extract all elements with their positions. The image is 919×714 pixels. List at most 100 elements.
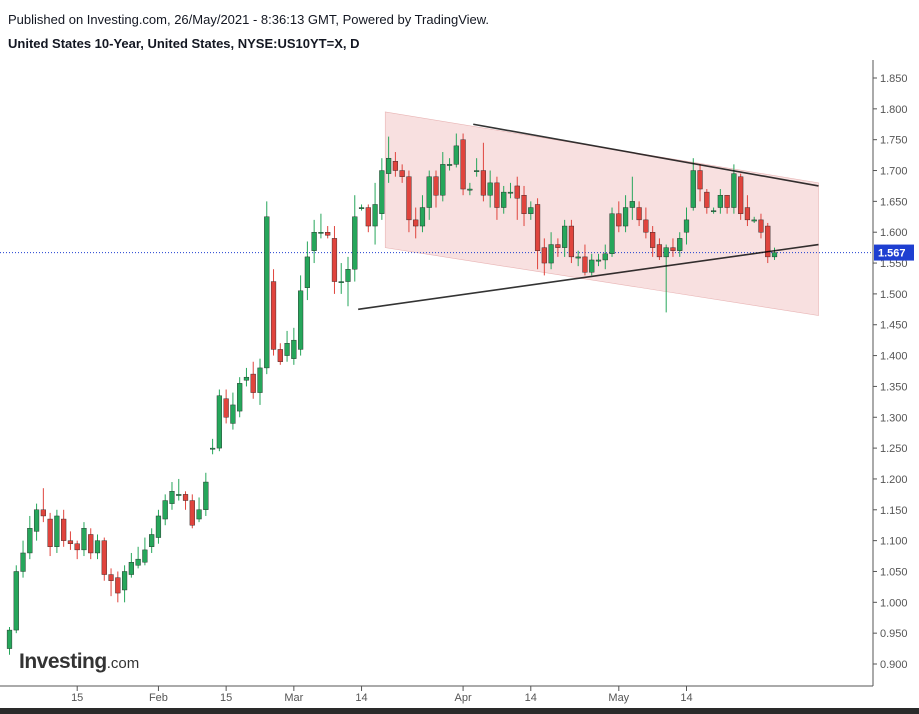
candle [237,377,243,418]
candle [365,204,371,233]
candle [81,522,87,557]
candle [358,204,365,211]
candle-body [155,515,162,538]
candle-body [115,577,121,594]
candle [61,509,67,547]
candle [453,133,459,168]
candle [744,195,751,227]
candle [724,194,730,214]
x-tick-label: Mar [284,692,303,704]
candle [683,207,690,245]
candle [616,201,622,233]
y-tick-label: 1.200 [880,474,908,486]
candle-body [636,207,642,221]
candle [243,367,250,387]
candle-body [487,182,493,196]
candles-layer [6,133,778,655]
candle [392,152,398,177]
candle [149,528,155,553]
candle [541,238,547,276]
candle [690,158,696,211]
candle [67,531,74,550]
candle-body [643,219,649,233]
candle-body [54,515,60,547]
candle [345,256,351,307]
candle [562,219,568,257]
candle [677,232,683,257]
candle-body [352,216,358,270]
candle-body [446,164,453,166]
candle-body [365,207,371,227]
candle [480,142,487,202]
candle [433,170,439,208]
candle [182,491,189,510]
last-price-badge [874,244,914,261]
candle [622,195,629,233]
trendline-layer [358,123,819,311]
candle-body [562,225,568,248]
candle-body [555,244,561,248]
x-tick-label: May [608,692,629,704]
candle-body [121,571,128,591]
candle [264,201,270,375]
y-tick-label: 0.950 [880,628,908,640]
candle [528,201,534,220]
y-tick-label: 1.850 [880,73,908,85]
x-tick-label: 15 [220,692,232,704]
candle [196,497,202,523]
y-tick-label: 1.700 [880,166,908,178]
y-tick-label: 1.250 [880,443,908,455]
candle [379,158,385,220]
candle-body [74,543,80,551]
candle-body [534,204,541,251]
candle-body [670,247,676,251]
candle [487,170,493,208]
candle-body [196,509,202,520]
candle-body [575,256,581,259]
candle [40,488,46,523]
candle [331,226,338,294]
candle-body [47,518,53,548]
candle-body [717,194,723,208]
candle-body [67,540,74,544]
candle-body [433,176,439,196]
candle-body [142,549,148,563]
candle-body [399,170,405,177]
candle-body [663,247,669,258]
candle-body [568,225,575,258]
candle-body [501,191,507,208]
candle [419,195,426,233]
candle [155,509,162,544]
candle [162,494,168,526]
candle-body [629,201,635,208]
candle-body [406,176,412,221]
y-tick-label: 1.050 [880,566,908,578]
candle-body [697,170,703,190]
candle [94,534,101,560]
candle [27,515,33,560]
last-price-label: 1.567 [878,248,906,260]
candle [413,207,419,239]
candle-body [413,219,419,227]
candle [758,213,764,239]
y-axis: 0.900 0.950 1.000 1.050 1.100 1.150 1.200 1.250… [873,73,908,671]
candle-body [751,219,757,222]
candle [534,198,541,270]
y-tick-label: 1.550 [880,258,908,270]
candle-body [128,562,134,575]
candle-body [771,252,778,258]
y-tick-label: 1.300 [880,412,908,424]
candle-body [94,540,101,554]
candle-body [704,191,710,208]
candle-body [548,244,554,264]
y-tick-label: 1.150 [880,505,908,517]
candle [270,269,277,356]
candle [446,158,453,171]
candle-body [182,494,189,501]
candle-body [724,194,730,208]
candle [325,226,331,239]
candle-body [609,213,615,254]
candle [704,189,710,214]
candle-body [683,219,690,233]
